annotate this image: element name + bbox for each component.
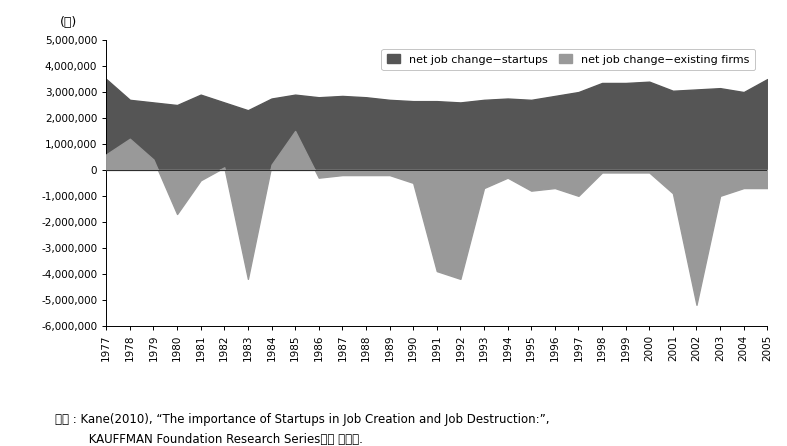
Text: KAUFFMAN Foundation Research Series에서 인용함.: KAUFFMAN Foundation Research Series에서 인용… <box>55 433 363 446</box>
Text: 자료 : Kane(2010), “The importance of Startups in Job Creation and Job Destruction: 자료 : Kane(2010), “The importance of Star… <box>55 413 549 425</box>
Text: (명): (명) <box>60 16 77 29</box>
Legend: net job change−startups, net job change−existing firms: net job change−startups, net job change−… <box>382 49 756 70</box>
